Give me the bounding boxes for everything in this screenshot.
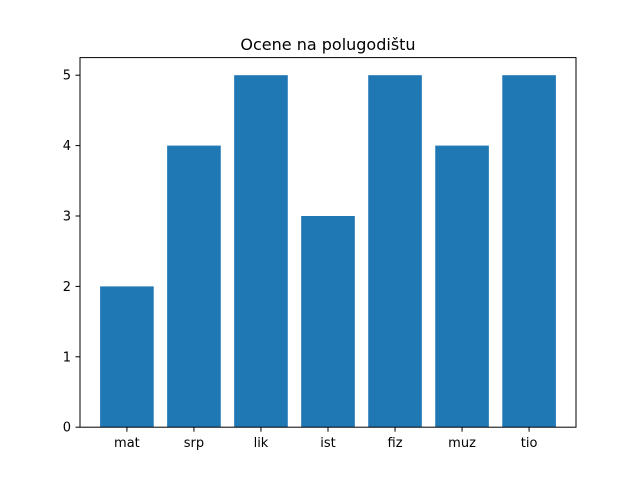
x-tick-label: ist: [320, 436, 335, 451]
bar-mat: [100, 286, 154, 428]
y-tick-label: 1: [63, 350, 71, 365]
chart-title: Ocene na polugodištu: [240, 35, 415, 54]
x-tick-label: tio: [521, 436, 538, 451]
bar-srp: [167, 145, 221, 428]
plot-frame: [79, 57, 577, 428]
x-tick-label: srp: [184, 436, 204, 451]
y-axis: 0 1 2 3 4 5: [63, 69, 80, 436]
bars-group: [100, 75, 556, 428]
x-tick-label: lik: [254, 436, 269, 451]
y-tick-label: 2: [63, 280, 71, 295]
x-tick-label: fiz: [388, 436, 403, 451]
y-tick-label: 5: [63, 69, 71, 84]
bar-tio: [502, 75, 556, 428]
y-tick-label: 3: [63, 210, 71, 225]
bar-ist: [301, 216, 355, 428]
y-tick-label: 4: [63, 139, 71, 154]
x-tick-label: muz: [448, 436, 476, 451]
bar-muz: [435, 145, 489, 428]
y-tick-label: 0: [63, 421, 71, 436]
bar-lik: [234, 75, 288, 428]
bar-fiz: [368, 75, 422, 428]
x-axis: mat srp lik ist fiz muz tio: [114, 427, 537, 451]
x-tick-label: mat: [114, 436, 140, 451]
